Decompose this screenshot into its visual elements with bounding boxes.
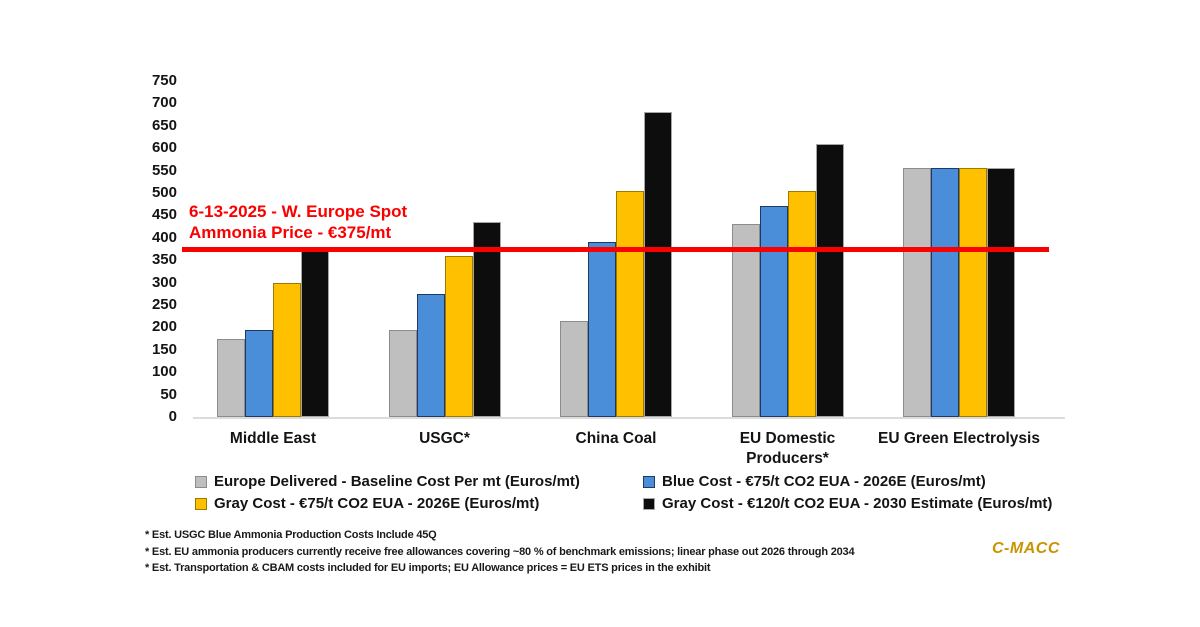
bar-group: EU Green Electrolysis xyxy=(878,81,1040,447)
footnote-line: * Est. Transportation & CBAM costs inclu… xyxy=(145,562,711,574)
y-axis-tick-label: 0 xyxy=(168,408,177,425)
legend-swatch-icon xyxy=(195,497,207,510)
legend: Europe Delivered - Baseline Cost Per mt … xyxy=(195,473,1075,512)
spot-price-annotation: 6-13-2025 - W. Europe Spot Ammonia Price… xyxy=(189,201,407,243)
legend-item: Gray Cost - €120/t CO2 EUA - 2030 Estima… xyxy=(643,495,1075,512)
y-axis-tick-label: 200 xyxy=(151,318,177,336)
bar xyxy=(931,168,959,417)
bar xyxy=(301,251,329,417)
y-axis-tick-label: 700 xyxy=(151,94,177,112)
brand-logo: C-MACC xyxy=(992,540,1060,557)
spot-price-annotation-line2: Ammonia Price - €375/mt xyxy=(189,223,392,242)
legend-label: Gray Cost - €120/t CO2 EUA - 2030 Estima… xyxy=(662,495,1053,512)
plot-area: 0 50 100 150 200 250 300 350 400 450 500 550 600 650 7… xyxy=(152,72,1065,467)
y-axis-tick-label: 400 xyxy=(151,228,177,246)
legend-label: Europe Delivered - Baseline Cost Per mt … xyxy=(214,473,580,490)
x-axis-category-label: EU Green Electrolysis xyxy=(878,430,1040,447)
footnote-line: * Est. EU ammonia producers currently re… xyxy=(145,545,855,558)
y-axis-tick-label: 450 xyxy=(151,206,177,224)
bar xyxy=(560,321,588,417)
footnote-line: * Est. USGC Blue Ammonia Production Cost… xyxy=(145,529,437,541)
bar xyxy=(245,330,273,417)
bar-group: Middle East xyxy=(217,81,329,447)
bar xyxy=(787,191,816,417)
spot-price-threshold-line xyxy=(182,247,1049,252)
bar xyxy=(217,339,245,417)
bar xyxy=(815,144,844,417)
y-axis-tick-label: 550 xyxy=(151,161,177,179)
bar xyxy=(472,222,501,417)
y-axis-tick-label: 500 xyxy=(151,184,177,201)
legend-swatch-icon xyxy=(195,475,207,488)
bar-group: China Coal xyxy=(560,81,672,447)
x-axis-category-label: China Coal xyxy=(575,430,657,447)
legend-swatch-icon xyxy=(643,475,655,488)
y-axis-tick-label: 600 xyxy=(151,139,177,157)
x-axis-category-label: EU Domestic Producers* xyxy=(739,430,836,467)
y-axis-tick-label: 100 xyxy=(151,363,177,381)
bar xyxy=(987,168,1015,417)
bar xyxy=(903,168,931,417)
legend-item: Gray Cost - €75/t CO2 EUA - 2026E (Euros… xyxy=(195,495,643,512)
y-axis-tick-label: 750 xyxy=(151,72,177,89)
bar-group: EU Domestic Producers* xyxy=(731,81,844,467)
y-axis-tick-label: 300 xyxy=(151,273,177,291)
y-axis-tick-label: 50 xyxy=(160,385,177,403)
legend-swatch-icon xyxy=(643,497,655,510)
y-axis-tick-label: 650 xyxy=(151,116,177,134)
bar xyxy=(616,191,644,417)
bar xyxy=(444,256,473,417)
bar xyxy=(959,168,987,417)
bar xyxy=(759,206,788,417)
footnotes: * Est. USGC Blue Ammonia Production Cost… xyxy=(145,527,855,577)
spot-price-annotation-line1: 6-13-2025 - W. Europe Spot xyxy=(189,202,408,221)
legend-label: Gray Cost - €75/t CO2 EUA - 2026E (Euros… xyxy=(214,495,540,512)
bar xyxy=(273,283,301,417)
bar xyxy=(588,242,616,417)
x-axis-category-label: USGC* xyxy=(419,430,470,447)
legend-label: Blue Cost - €75/t CO2 EUA - 2026E (Euros… xyxy=(662,473,986,490)
y-axis-tick-label: 350 xyxy=(151,251,177,269)
bar xyxy=(731,224,760,417)
bar xyxy=(416,294,445,417)
bar xyxy=(644,112,672,417)
legend-item: Blue Cost - €75/t CO2 EUA - 2026E (Euros… xyxy=(643,473,1075,490)
legend-item: Europe Delivered - Baseline Cost Per mt … xyxy=(195,473,643,490)
y-axis-tick-label: 150 xyxy=(151,340,177,358)
bar xyxy=(388,330,417,417)
bar-group: USGC* xyxy=(388,81,501,447)
y-axis-tick-label: 250 xyxy=(151,296,177,313)
x-axis-category-label: Middle East xyxy=(229,430,317,447)
